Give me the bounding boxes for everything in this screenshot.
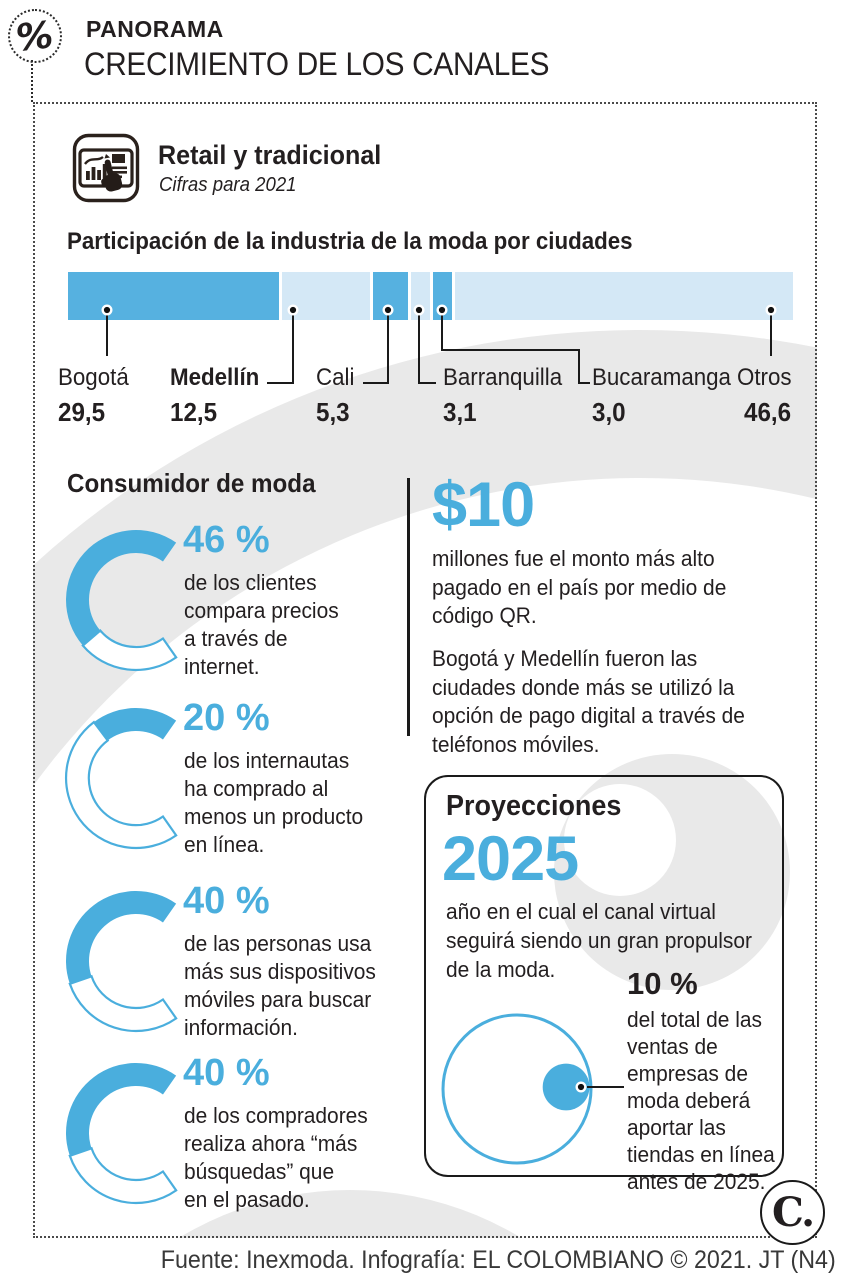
city-value-Medellín: 12,5 xyxy=(170,397,218,427)
donut-chart-46 xyxy=(66,530,178,672)
circle-area-chart xyxy=(441,1013,624,1165)
donut-caption: de los internautas ha comprado al menos … xyxy=(184,748,364,857)
bar-segment-Bucaramanga xyxy=(433,272,453,320)
bar-segment-Otros xyxy=(455,272,793,320)
bar-segment-Bogotá xyxy=(68,272,279,320)
footer-credit: Fuente: Inexmoda. Infografía: EL COLOMBI… xyxy=(161,1246,836,1274)
pointing-hand-icon xyxy=(101,159,123,192)
donut-pct-label: 40 % xyxy=(183,1052,270,1094)
panorama-percent-logo: % xyxy=(8,9,62,63)
el-colombiano-logo: C. xyxy=(760,1180,825,1245)
qr-amount: $10 xyxy=(432,470,535,540)
donut-chart-40 xyxy=(65,890,178,1033)
bar-segment-Barranquilla xyxy=(410,272,431,320)
bar-segment-Medellín xyxy=(281,272,370,320)
donut-caption: de los clientes compara precios a través… xyxy=(184,570,339,679)
donut-caption: de las personas usa más sus dispositivos… xyxy=(184,931,376,1040)
city-label-Bucaramanga: Bucaramanga xyxy=(592,364,731,391)
bar-segment-Cali xyxy=(372,272,408,320)
donut-pct-label: 20 % xyxy=(183,697,270,739)
city-label-Barranquilla: Barranquilla xyxy=(443,364,563,391)
percent-icon: % xyxy=(14,12,56,60)
kicker: PANORAMA xyxy=(86,16,224,42)
city-value-Bogotá: 29,5 xyxy=(58,397,106,427)
donut-chart-40 xyxy=(65,1062,178,1205)
dotted-frame xyxy=(33,102,817,1238)
column-divider xyxy=(407,478,410,736)
page-title: CRECIMIENTO DE LOS CANALES xyxy=(84,46,550,82)
qr-paragraph-1: millones fue el monto más alto pagado en… xyxy=(432,546,727,628)
projection-pct-label: 10 % xyxy=(627,966,698,1001)
online-sales-circle xyxy=(542,1063,590,1111)
city-value-Otros: 46,6 xyxy=(744,397,792,427)
donut-chart-20 xyxy=(65,708,178,850)
circle-callout-dot xyxy=(575,1081,587,1093)
donut-caption: de los compradores realiza ahora “más bú… xyxy=(184,1103,368,1212)
projection-body: año en el cual el canal virtual seguirá … xyxy=(446,899,752,982)
section-title: Retail y tradicional xyxy=(158,140,382,170)
city-share-stacked-bar xyxy=(68,272,793,320)
city-value-Bucaramanga: 3,0 xyxy=(592,397,626,427)
city-label-Medellín: Medellín xyxy=(170,364,260,391)
projections-title: Proyecciones xyxy=(446,790,622,822)
city-label-Otros: Otros xyxy=(737,364,792,391)
qr-paragraph-2: Bogotá y Medellín fueron las ciudades do… xyxy=(432,646,745,757)
total-sales-circle xyxy=(441,1013,593,1165)
projections-box xyxy=(424,775,784,1177)
donut-pct-label: 46 % xyxy=(183,519,270,561)
projection-year: 2025 xyxy=(442,824,579,894)
projection-note: del total de las ventas de empresas de m… xyxy=(627,1007,775,1194)
city-value-Barranquilla: 3,1 xyxy=(443,397,477,427)
consumer-section-title: Consumidor de moda xyxy=(67,468,316,498)
city-chart-title: Participación de la industria de la moda… xyxy=(67,228,633,255)
donut-pct-label: 40 % xyxy=(183,880,270,922)
city-value-Cali: 5,3 xyxy=(316,397,350,427)
tablet-analytics-hand-icon xyxy=(72,133,140,203)
city-label-Cali: Cali xyxy=(316,364,355,391)
city-label-Bogotá: Bogotá xyxy=(58,364,129,391)
section-subtitle: Cifras para 2021 xyxy=(159,174,297,196)
logo-dotted-stem xyxy=(31,60,33,102)
